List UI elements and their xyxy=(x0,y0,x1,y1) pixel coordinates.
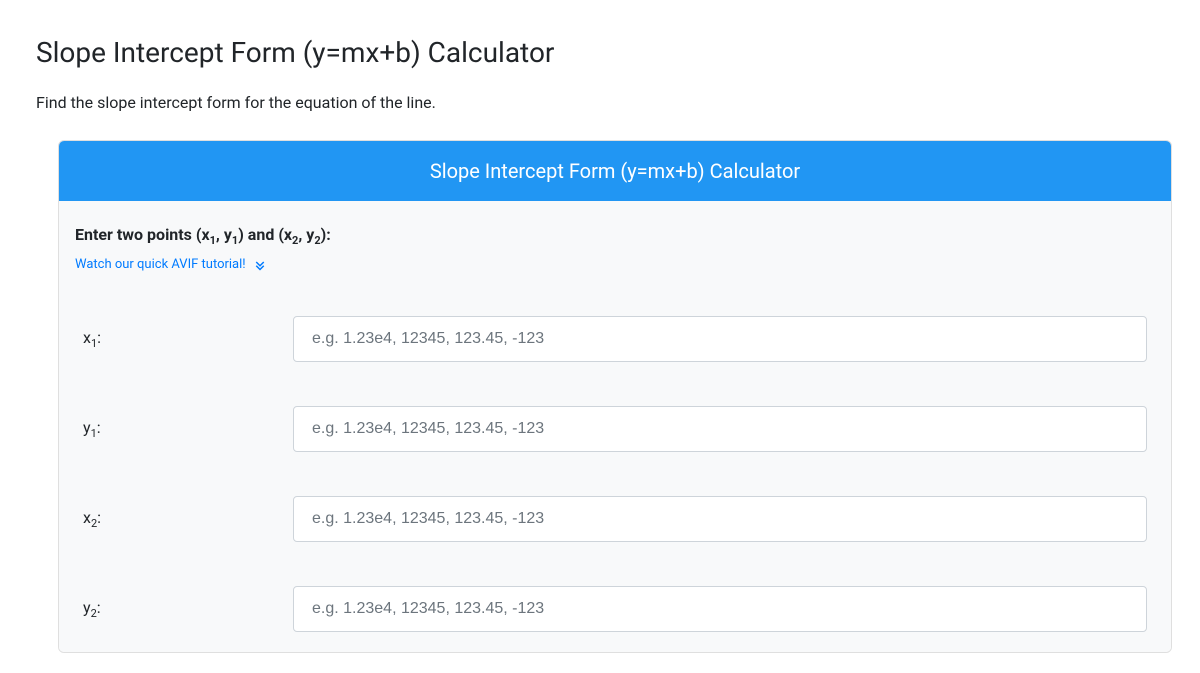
label-y2: y2: xyxy=(83,598,293,620)
page-container: Slope Intercept Form (y=mx+b) Calculator… xyxy=(28,0,1172,673)
label-var: y xyxy=(83,598,91,617)
form-group-y2: y2: xyxy=(75,586,1155,632)
instruction-text: ): xyxy=(321,225,331,244)
label-var: x xyxy=(83,328,91,347)
instruction-text: Enter two points (x xyxy=(75,225,210,244)
label-y1: y1: xyxy=(83,418,293,440)
chevron-down-double-icon[interactable] xyxy=(254,259,266,271)
card-body: Enter two points (x1, y1) and (x2, y2): … xyxy=(59,201,1171,652)
form-group-y1: y1: xyxy=(75,406,1155,452)
instruction-text: ) and (x xyxy=(238,225,292,244)
calculator-card: Slope Intercept Form (y=mx+b) Calculator… xyxy=(58,140,1172,653)
label-var: x xyxy=(83,508,91,527)
card-header: Slope Intercept Form (y=mx+b) Calculator xyxy=(59,141,1171,201)
label-x1: x1: xyxy=(83,328,293,350)
label-suffix: : xyxy=(97,508,101,527)
input-x1[interactable] xyxy=(293,316,1147,362)
instruction-text: , y xyxy=(216,225,232,244)
form-instruction: Enter two points (x1, y1) and (x2, y2): xyxy=(75,225,1155,247)
label-x2: x2: xyxy=(83,508,293,530)
input-y2[interactable] xyxy=(293,586,1147,632)
label-var: y xyxy=(83,418,91,437)
label-suffix: : xyxy=(97,598,101,617)
page-subtitle: Find the slope intercept form for the eq… xyxy=(28,69,1172,112)
form-group-x2: x2: xyxy=(75,496,1155,542)
tutorial-link[interactable]: Watch our quick AVIF tutorial! xyxy=(75,257,246,272)
label-suffix: : xyxy=(97,418,101,437)
input-y1[interactable] xyxy=(293,406,1147,452)
tutorial-link-row: Watch our quick AVIF tutorial! xyxy=(75,257,1155,272)
input-x2[interactable] xyxy=(293,496,1147,542)
instruction-text: , y xyxy=(298,225,314,244)
form-group-x1: x1: xyxy=(75,316,1155,362)
label-suffix: : xyxy=(97,328,101,347)
page-title: Slope Intercept Form (y=mx+b) Calculator xyxy=(28,0,1172,69)
